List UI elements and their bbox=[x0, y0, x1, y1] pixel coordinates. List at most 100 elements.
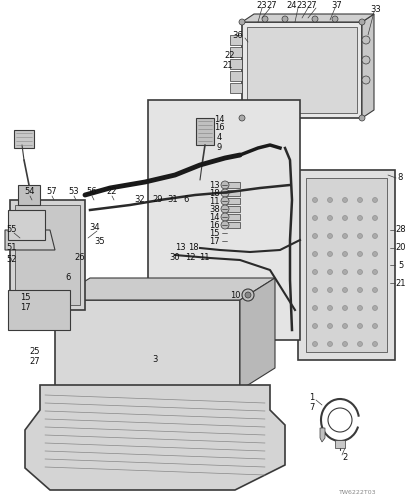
Circle shape bbox=[328, 252, 333, 256]
Polygon shape bbox=[227, 222, 240, 228]
Circle shape bbox=[357, 198, 363, 202]
Text: 27: 27 bbox=[267, 2, 277, 11]
Text: 32: 32 bbox=[135, 196, 145, 204]
Text: 14: 14 bbox=[214, 116, 224, 124]
Polygon shape bbox=[8, 290, 70, 330]
Polygon shape bbox=[55, 300, 240, 390]
Circle shape bbox=[343, 324, 348, 328]
Text: 15: 15 bbox=[20, 294, 30, 302]
Text: 57: 57 bbox=[47, 188, 57, 196]
Polygon shape bbox=[230, 83, 242, 93]
Text: 2: 2 bbox=[342, 454, 348, 462]
Polygon shape bbox=[230, 59, 242, 69]
Circle shape bbox=[372, 234, 378, 238]
Text: 37: 37 bbox=[332, 2, 342, 11]
Polygon shape bbox=[230, 35, 242, 45]
Text: 13: 13 bbox=[175, 244, 185, 252]
Polygon shape bbox=[227, 182, 240, 188]
Circle shape bbox=[313, 270, 317, 274]
Polygon shape bbox=[55, 278, 275, 300]
Text: 18: 18 bbox=[209, 188, 220, 198]
Polygon shape bbox=[5, 230, 55, 250]
Circle shape bbox=[245, 292, 251, 298]
Polygon shape bbox=[230, 47, 242, 57]
Text: 21: 21 bbox=[396, 278, 406, 287]
Circle shape bbox=[359, 115, 365, 121]
Polygon shape bbox=[15, 205, 80, 305]
Text: 10: 10 bbox=[230, 290, 240, 300]
Text: 7: 7 bbox=[309, 404, 315, 412]
Text: 54: 54 bbox=[25, 188, 35, 196]
Polygon shape bbox=[227, 206, 240, 212]
Text: 28: 28 bbox=[396, 226, 406, 234]
Circle shape bbox=[328, 288, 333, 292]
Text: 51: 51 bbox=[7, 244, 17, 252]
Text: 33: 33 bbox=[371, 6, 381, 15]
Circle shape bbox=[221, 197, 229, 205]
Polygon shape bbox=[230, 71, 242, 81]
Circle shape bbox=[372, 288, 378, 292]
Polygon shape bbox=[196, 118, 214, 145]
Circle shape bbox=[357, 216, 363, 220]
Circle shape bbox=[357, 252, 363, 256]
Polygon shape bbox=[227, 198, 240, 204]
Circle shape bbox=[372, 306, 378, 310]
Circle shape bbox=[282, 16, 288, 22]
Circle shape bbox=[372, 324, 378, 328]
Text: TW6222T03: TW6222T03 bbox=[339, 490, 377, 494]
Text: 11: 11 bbox=[199, 254, 209, 262]
Polygon shape bbox=[242, 14, 374, 22]
Circle shape bbox=[372, 342, 378, 346]
Text: 12: 12 bbox=[185, 254, 195, 262]
Circle shape bbox=[221, 213, 229, 221]
Polygon shape bbox=[320, 428, 325, 442]
Polygon shape bbox=[306, 178, 387, 352]
Text: 30: 30 bbox=[170, 254, 180, 262]
Circle shape bbox=[221, 221, 229, 229]
Circle shape bbox=[362, 76, 370, 84]
Text: 3: 3 bbox=[152, 356, 158, 364]
Polygon shape bbox=[10, 200, 85, 310]
Text: 24: 24 bbox=[287, 2, 297, 11]
Circle shape bbox=[328, 234, 333, 238]
Text: 31: 31 bbox=[168, 196, 178, 204]
Circle shape bbox=[343, 306, 348, 310]
Circle shape bbox=[313, 252, 317, 256]
Text: 52: 52 bbox=[7, 256, 17, 264]
Text: 8: 8 bbox=[397, 174, 403, 182]
Circle shape bbox=[313, 324, 317, 328]
Text: 17: 17 bbox=[209, 236, 220, 246]
Text: 22: 22 bbox=[225, 50, 235, 59]
Text: 35: 35 bbox=[95, 238, 105, 246]
Text: 25: 25 bbox=[30, 348, 40, 356]
Polygon shape bbox=[240, 278, 275, 390]
Circle shape bbox=[328, 270, 333, 274]
Circle shape bbox=[221, 189, 229, 197]
Circle shape bbox=[343, 288, 348, 292]
Circle shape bbox=[343, 270, 348, 274]
Circle shape bbox=[332, 16, 338, 22]
Text: 13: 13 bbox=[209, 180, 220, 190]
Text: 27: 27 bbox=[307, 2, 317, 11]
Circle shape bbox=[312, 16, 318, 22]
Circle shape bbox=[372, 270, 378, 274]
Text: 56: 56 bbox=[87, 188, 97, 196]
Text: 16: 16 bbox=[214, 124, 224, 132]
Circle shape bbox=[357, 306, 363, 310]
Text: 38: 38 bbox=[209, 204, 220, 214]
Polygon shape bbox=[298, 170, 395, 360]
Text: 34: 34 bbox=[90, 224, 100, 232]
Circle shape bbox=[359, 19, 365, 25]
Circle shape bbox=[328, 198, 333, 202]
Circle shape bbox=[328, 324, 333, 328]
Text: 27: 27 bbox=[30, 358, 40, 366]
Polygon shape bbox=[14, 130, 34, 148]
Text: 29: 29 bbox=[153, 196, 163, 204]
Circle shape bbox=[343, 252, 348, 256]
Circle shape bbox=[313, 342, 317, 346]
Circle shape bbox=[357, 270, 363, 274]
Text: 6: 6 bbox=[183, 196, 189, 204]
Text: 23: 23 bbox=[257, 2, 267, 11]
Circle shape bbox=[313, 234, 317, 238]
Circle shape bbox=[357, 234, 363, 238]
